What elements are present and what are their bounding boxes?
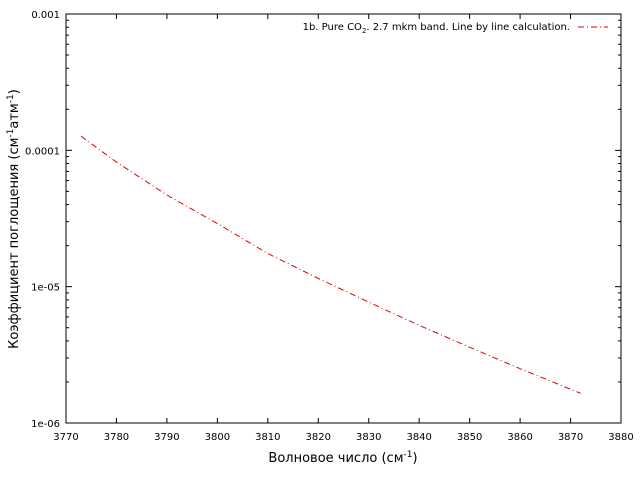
legend-label: 1b. Pure CO2. 2.7 mkm band. Line by line…: [303, 22, 570, 35]
y-tick-label: 1e-05: [31, 283, 60, 294]
x-tick-label: 3790: [154, 432, 179, 443]
x-tick-label: 3870: [558, 432, 583, 443]
y-tick-label: 0.0001: [25, 146, 60, 157]
x-tick-label: 3800: [205, 432, 230, 443]
x-tick-label: 3860: [507, 432, 532, 443]
y-tick-label: 0.001: [31, 10, 60, 21]
y-tick-label: 1e-06: [31, 419, 60, 430]
x-axis-ticks: 3770 3780 3790 3800 3810 3820 3830 3840 3850 3860…: [53, 14, 634, 443]
series-layer: [80, 135, 581, 394]
x-axis-title: Волновое число (см-1): [268, 450, 417, 466]
series-line: [80, 135, 581, 394]
x-tick-label: 3850: [457, 432, 482, 443]
y-axis-title: Коэффициент поглощения (см-1атм-1): [6, 89, 22, 349]
plot-frame: [65, 13, 622, 424]
x-tick-label: 3780: [104, 432, 129, 443]
x-tick-label: 3830: [356, 432, 381, 443]
x-tick-label: 3840: [406, 432, 431, 443]
x-tick-label: 3770: [53, 432, 78, 443]
x-tick-label: 3810: [255, 432, 280, 443]
x-tick-label: 3880: [608, 432, 633, 443]
y-axis-ticks: 1e-06 1e-05 0.0001 0.001: [25, 10, 621, 430]
legend: 1b. Pure CO2. 2.7 mkm band. Line by line…: [303, 22, 608, 35]
x-tick-label: 3820: [306, 432, 331, 443]
